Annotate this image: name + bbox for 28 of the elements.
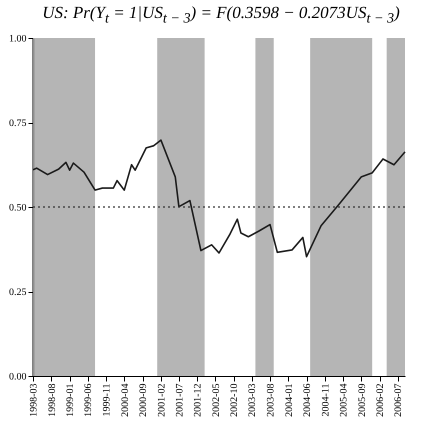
x-tick-label: 2006-07 (393, 384, 404, 417)
chart-title: US: Pr(Y$_{t}$ = 1|US$_{t − 3}$) = F(0.3598 − 0.2073US$_{t − 3}$) (41, 2, 401, 27)
y-tick-label: 0.25 (9, 287, 26, 298)
x-tick-label: 2005-09 (356, 384, 368, 417)
line-series (32, 139, 406, 258)
y-tick-label: 0.50 (9, 202, 26, 214)
x-tick-label: 1998-03 (28, 384, 40, 417)
x-tick-label: 2006-02 (375, 384, 386, 417)
x-tick-label: 2004-11 (320, 384, 332, 416)
x-tick-label: 2003-03 (247, 384, 258, 417)
x-tick-label: 2001-07 (174, 384, 186, 417)
x-tick-label: 2002-10 (229, 384, 240, 417)
x-tick-label: 1999-11 (102, 384, 113, 416)
x-tick-label: 2003-08 (266, 384, 277, 417)
y-tick-label: 0.00 (9, 372, 26, 382)
y-tick-label: 1.00 (9, 34, 26, 44)
x-tick-label: 1999-01 (65, 384, 76, 417)
x-tick-label: 1999-06 (83, 384, 94, 417)
x-tick-label: 2002-05 (210, 384, 222, 417)
y-tick-label: 0.75 (9, 118, 26, 129)
x-tick-label: 2004-06 (302, 384, 314, 417)
x-tick-label: 2001-02 (156, 384, 168, 417)
x-tick-label: 2000-04 (120, 384, 131, 417)
x-tick-label: 2004-01 (284, 384, 295, 417)
x-tick-label: 2000-09 (138, 384, 150, 417)
x-tick-label: 2001-12 (192, 384, 204, 417)
x-tick-label: 1998-08 (46, 384, 58, 417)
x-tick-label: 2005-04 (338, 384, 350, 417)
